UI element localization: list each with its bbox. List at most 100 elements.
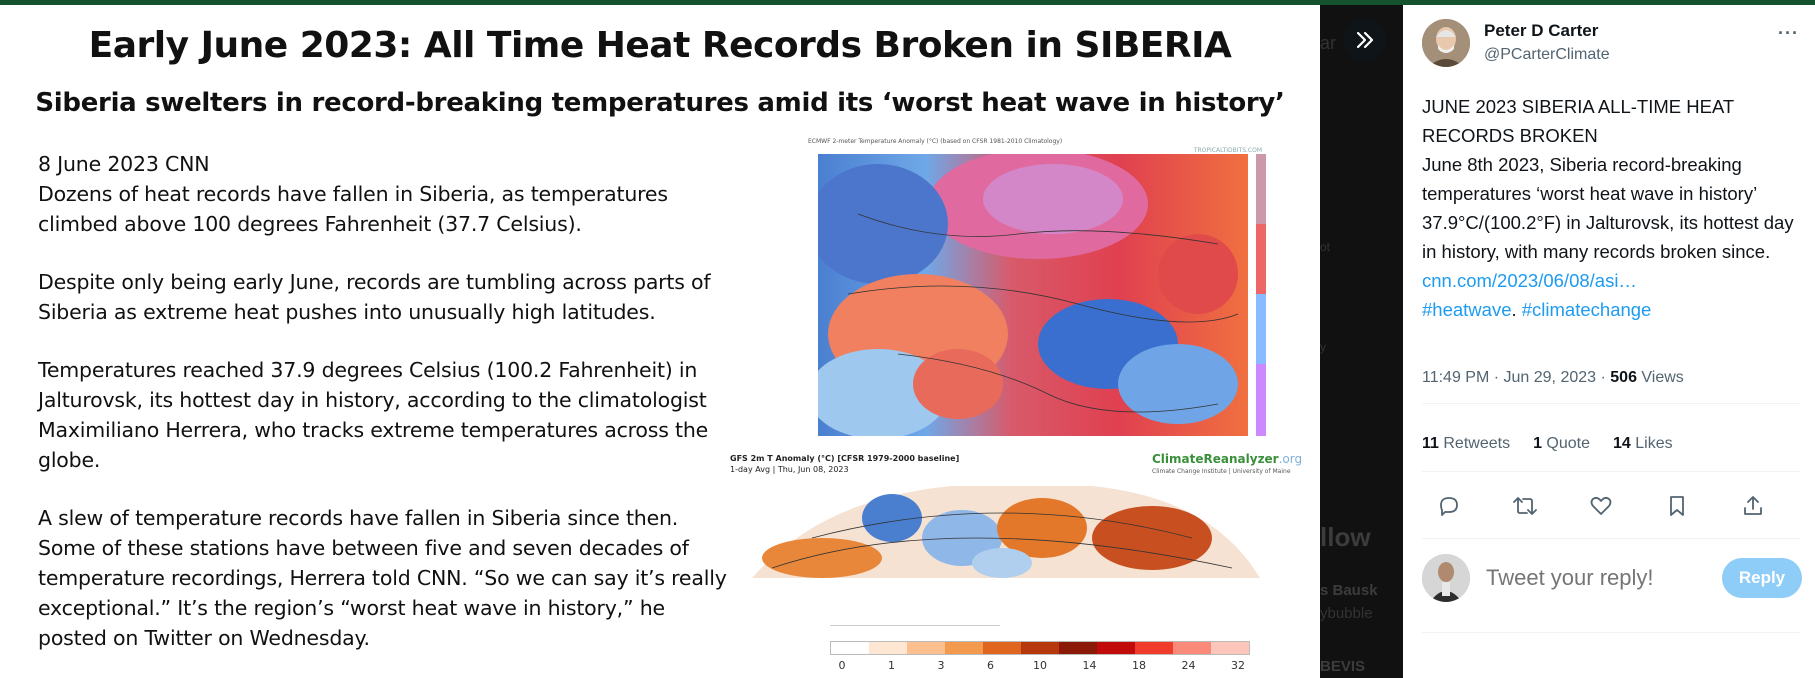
background-follow-handle: ybubble bbox=[1320, 605, 1373, 622]
top-accent-bar bbox=[0, 0, 1815, 5]
map2-caption-line2: 1-day Avg | Thu, Jun 08, 2023 bbox=[730, 465, 849, 474]
map2-caption: GFS 2m T Anomaly (°C) [CFSR 1979-2000 ba… bbox=[730, 453, 959, 475]
colorbar-tick-label: 18 bbox=[1132, 659, 1146, 672]
tweet-media-image[interactable]: Early June 2023: All Time Heat Records B… bbox=[0, 5, 1320, 678]
bookmark-icon bbox=[1670, 496, 1684, 516]
author-avatar[interactable] bbox=[1422, 19, 1470, 67]
hashtag-link[interactable]: #heatwave bbox=[1422, 299, 1512, 320]
reply-icon bbox=[1440, 497, 1458, 516]
map1-graphic bbox=[818, 154, 1266, 436]
share-action[interactable] bbox=[1740, 493, 1766, 519]
tweet-text: JUNE 2023 SIBERIA ALL-TIME HEAT RECORDS … bbox=[1422, 92, 1807, 324]
slide-paragraph: Dozens of heat records have fallen in Si… bbox=[38, 182, 668, 236]
colorbar-legend bbox=[830, 641, 1250, 655]
tweet-text-body: June 8th 2023, Siberia record-breaking t… bbox=[1422, 154, 1794, 262]
divider bbox=[1422, 538, 1800, 539]
retweet-action[interactable] bbox=[1512, 493, 1538, 519]
retweets-label: Retweets bbox=[1438, 435, 1511, 452]
slide-paragraph: A slew of temperature records have falle… bbox=[38, 506, 727, 650]
double-chevron-right-icon bbox=[1356, 31, 1373, 48]
map1-caption: ECMWF 2-meter Temperature Anomaly (°C) (… bbox=[808, 138, 1063, 145]
current-user-avatar[interactable] bbox=[1422, 554, 1470, 602]
expand-sidebar-button[interactable] bbox=[1343, 18, 1386, 61]
colorbar-swatch bbox=[945, 642, 983, 654]
colorbar-swatch bbox=[1097, 642, 1135, 654]
hashtag-link[interactable]: #climatechange bbox=[1521, 299, 1652, 320]
background-faint-text: y bbox=[1320, 340, 1326, 354]
like-action[interactable] bbox=[1588, 493, 1614, 519]
tweet-meta: 11:49 PM · Jun 29, 2023 · 506 Views bbox=[1422, 369, 1684, 387]
reply-button[interactable]: Reply bbox=[1722, 558, 1802, 598]
colorbar-tick-label: 32 bbox=[1231, 659, 1245, 672]
current-user-avatar-image bbox=[1422, 554, 1470, 602]
colorbar-ticks: 0 1 3 6 10 14 18 24 32 bbox=[830, 659, 1250, 673]
divider bbox=[1422, 471, 1800, 472]
colorbar-swatch bbox=[1021, 642, 1059, 654]
gfs-anomaly-map bbox=[752, 486, 1260, 578]
ecmwf-anomaly-map: ECMWF 2-meter Temperature Anomaly (°C) (… bbox=[808, 138, 1290, 436]
divider bbox=[1422, 403, 1800, 404]
quotes-count: 1 bbox=[1533, 435, 1542, 452]
retweets-count: 11 bbox=[1422, 435, 1439, 452]
author-handle[interactable]: @PCarterClimate bbox=[1484, 46, 1610, 63]
colorbar-swatch bbox=[907, 642, 945, 654]
colorbar-tick-label: 1 bbox=[888, 659, 895, 672]
colorbar-swatch bbox=[983, 642, 1021, 654]
reply-input[interactable] bbox=[1486, 565, 1686, 591]
likes-count: 14 bbox=[1613, 435, 1631, 452]
slide-paragraph: Despite only being early June, records a… bbox=[38, 270, 711, 324]
background-faint-text: ot bbox=[1320, 240, 1331, 254]
map2-institute: Climate Change Institute | University of… bbox=[1152, 468, 1291, 475]
quotes-stat[interactable]: 1 Quote bbox=[1533, 435, 1590, 453]
climate-reanalyzer-logo: ClimateReanalyzer.org bbox=[1152, 452, 1302, 466]
map2-caption-line1: GFS 2m T Anomaly (°C) [CFSR 1979-2000 ba… bbox=[730, 454, 960, 463]
slide-dateline: 8 June 2023 CNN bbox=[38, 152, 210, 176]
colorbar-tick-label: 14 bbox=[1082, 659, 1097, 672]
slide-title: Early June 2023: All Time Heat Records B… bbox=[88, 25, 1232, 66]
colorbar-tick-label: 6 bbox=[987, 659, 994, 672]
tweet-text-heading: JUNE 2023 SIBERIA ALL-TIME HEAT RECORDS … bbox=[1422, 96, 1734, 146]
background-page-strip: ar ot y llow s Bausk ybubble BEVIS bbox=[1320, 5, 1403, 678]
views-label: Views bbox=[1636, 369, 1684, 386]
more-horizontal-icon[interactable]: ··· bbox=[1778, 23, 1799, 43]
divider bbox=[1422, 632, 1800, 633]
retweet-icon bbox=[1513, 497, 1537, 515]
colorbar-tick-label: 3 bbox=[937, 659, 945, 672]
quotes-label: Quote bbox=[1541, 435, 1590, 452]
tweet-timestamp[interactable]: 11:49 PM · Jun 29, 2023 · bbox=[1422, 369, 1611, 386]
brand-main: ClimateReanalyzer bbox=[1152, 452, 1279, 466]
colorbar-swatch bbox=[1211, 642, 1249, 654]
background-follow-heading: llow bbox=[1320, 522, 1371, 552]
hashtag-separator: . bbox=[1511, 299, 1522, 320]
colorbar-tick-label: 0 bbox=[838, 659, 846, 672]
background-faint-text: ar bbox=[1320, 33, 1337, 53]
colorbar-swatch bbox=[1059, 642, 1097, 654]
slide-paragraph: Temperatures reached 37.9 degrees Celsiu… bbox=[38, 358, 709, 472]
slide-article-text: 8 June 2023 CNN Dozens of heat records h… bbox=[38, 149, 728, 678]
background-follow-name: s Bausk bbox=[1320, 582, 1378, 599]
tweet-detail-sidebar: Peter D Carter @PCarterClimate ··· JUNE … bbox=[1403, 5, 1815, 678]
views-count: 506 bbox=[1610, 369, 1637, 386]
brand-suffix: .org bbox=[1278, 452, 1303, 466]
colorbar-rule bbox=[830, 625, 1000, 626]
colorbar-tick-label: 10 bbox=[1033, 659, 1047, 672]
author-name[interactable]: Peter D Carter bbox=[1484, 21, 1599, 40]
colorbar-swatch bbox=[869, 642, 907, 654]
share-icon bbox=[1744, 496, 1762, 515]
retweets-stat[interactable]: 11 Retweets bbox=[1422, 435, 1510, 453]
likes-stat[interactable]: 14 Likes bbox=[1613, 435, 1673, 453]
tweet-stats: 11 Retweets 1 Quote 14 Likes bbox=[1422, 435, 1673, 453]
like-icon bbox=[1590, 496, 1612, 515]
slide-subtitle: Siberia swelters in record-breaking temp… bbox=[35, 88, 1285, 118]
colorbar-swatch bbox=[1135, 642, 1173, 654]
tweet-link[interactable]: cnn.com/2023/06/08/asi… bbox=[1422, 270, 1637, 291]
colorbar-swatch bbox=[1173, 642, 1211, 654]
colorbar-swatch bbox=[831, 642, 869, 654]
tweet-actions-bar bbox=[1436, 493, 1776, 521]
background-follow-name: BEVIS bbox=[1320, 658, 1366, 675]
map1-brand: TROPICALTIDBITS.COM bbox=[1193, 147, 1262, 154]
bookmark-action[interactable] bbox=[1664, 493, 1690, 519]
likes-label: Likes bbox=[1630, 435, 1673, 452]
author-avatar-image bbox=[1422, 19, 1470, 67]
reply-action[interactable] bbox=[1436, 493, 1462, 519]
